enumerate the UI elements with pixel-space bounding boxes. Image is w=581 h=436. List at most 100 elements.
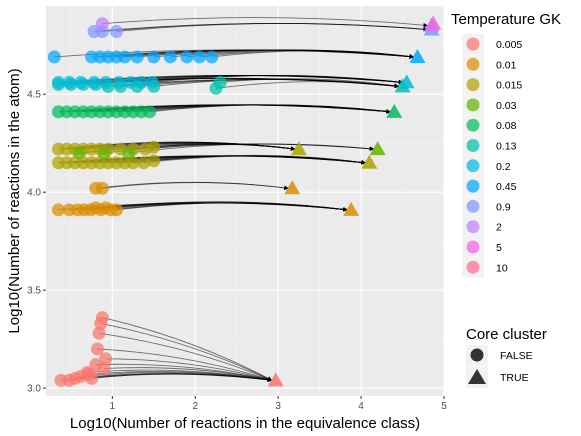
core-triangle bbox=[386, 103, 403, 118]
legend-swatch bbox=[466, 240, 480, 254]
legend-shape-triangle bbox=[468, 369, 486, 384]
core-triangle bbox=[361, 154, 378, 169]
x-tick-label: 4 bbox=[358, 401, 364, 412]
legend-label: TRUE bbox=[500, 372, 529, 384]
legend-swatch bbox=[466, 78, 480, 92]
data-point bbox=[72, 146, 86, 160]
data-point bbox=[112, 75, 126, 89]
x-tick-label: 1 bbox=[110, 401, 116, 412]
legend-label: FALSE bbox=[500, 350, 533, 362]
core-triangle bbox=[267, 372, 284, 387]
data-point bbox=[147, 154, 161, 168]
transition-arrow bbox=[104, 367, 273, 382]
legend-swatch bbox=[466, 98, 480, 112]
data-point bbox=[130, 50, 144, 64]
data-point bbox=[87, 75, 101, 89]
transition-arrow bbox=[149, 104, 391, 114]
transition-arrow bbox=[102, 317, 273, 381]
data-point bbox=[82, 367, 96, 381]
x-tick-label: 2 bbox=[192, 401, 198, 412]
transition-arrow bbox=[116, 202, 348, 212]
data-point bbox=[134, 75, 148, 89]
data-point bbox=[97, 362, 111, 376]
legend-label: 0.2 bbox=[496, 161, 511, 173]
data-point bbox=[92, 326, 106, 340]
core-triangle bbox=[409, 48, 426, 63]
data-point bbox=[145, 75, 159, 89]
core-triangle bbox=[343, 201, 360, 216]
data-point bbox=[109, 24, 123, 38]
data-point bbox=[143, 105, 157, 119]
data-point bbox=[74, 75, 88, 89]
data-point bbox=[62, 75, 76, 89]
transition-arrow bbox=[97, 348, 273, 382]
legend-swatch bbox=[466, 118, 480, 132]
legend-swatch bbox=[466, 220, 480, 234]
legend-label: 0.9 bbox=[496, 201, 511, 213]
transition-arrow bbox=[102, 17, 429, 28]
data-point bbox=[205, 50, 219, 64]
legend-label: 0.08 bbox=[496, 120, 517, 132]
core-triangles bbox=[267, 15, 442, 387]
legend-label: 0.13 bbox=[496, 141, 517, 153]
x-axis-ticks: 1 2 3 4 5 bbox=[110, 396, 447, 412]
legend-swatch bbox=[466, 37, 480, 51]
core-triangle bbox=[369, 141, 386, 156]
x-tick-label: 5 bbox=[441, 401, 447, 412]
transition-arrow bbox=[102, 182, 289, 190]
transition-arrow bbox=[99, 332, 273, 381]
data-point bbox=[95, 311, 109, 325]
legend-label: 0.005 bbox=[496, 39, 522, 51]
legend-swatch bbox=[466, 139, 480, 152]
legend-shape-circle bbox=[470, 348, 484, 362]
data-point bbox=[147, 140, 161, 154]
data-point bbox=[109, 203, 123, 217]
plot-panel bbox=[46, 6, 444, 396]
transition-arrow bbox=[91, 373, 273, 383]
data-point bbox=[180, 50, 194, 64]
transition-arrow bbox=[116, 23, 429, 32]
transition-arrow bbox=[89, 370, 273, 382]
grid-major bbox=[46, 6, 445, 396]
data-point bbox=[51, 203, 65, 217]
transition-arrow bbox=[153, 154, 366, 165]
legend-label: 2 bbox=[496, 222, 502, 234]
data-point bbox=[97, 146, 111, 160]
y-tick-label: 4.0 bbox=[27, 188, 41, 199]
data-point bbox=[124, 75, 138, 89]
legend-swatch bbox=[466, 260, 480, 274]
data-point bbox=[99, 352, 113, 366]
transition-arrow bbox=[105, 358, 273, 382]
legend-label: 0.01 bbox=[496, 59, 517, 71]
shape-legend-title: Core cluster bbox=[466, 326, 547, 343]
transition-arrow bbox=[220, 78, 399, 88]
legend-label: 0.03 bbox=[496, 100, 517, 112]
y-tick-label: 4.5 bbox=[27, 90, 41, 101]
x-tick-label: 3 bbox=[275, 401, 281, 412]
data-point bbox=[192, 50, 206, 64]
color-legend-title: Temperature GK bbox=[451, 11, 561, 28]
y-axis-title: Log10(Number of reactions in the atom) bbox=[6, 68, 23, 333]
legend-swatch bbox=[466, 57, 480, 71]
transition-arrow bbox=[128, 143, 375, 154]
legend-label: 0.015 bbox=[496, 80, 522, 92]
core-triangle bbox=[425, 15, 442, 30]
data-point bbox=[126, 156, 140, 170]
data-point bbox=[163, 50, 177, 64]
core-triangle bbox=[398, 74, 415, 89]
data-point bbox=[90, 342, 104, 356]
points bbox=[47, 17, 227, 387]
y-tick-label: 3.5 bbox=[27, 286, 41, 297]
transition-arrow bbox=[100, 323, 273, 381]
data-point bbox=[137, 156, 151, 170]
data-point bbox=[147, 50, 161, 64]
legend-swatch bbox=[466, 159, 480, 173]
legend-swatch bbox=[466, 179, 480, 193]
data-point bbox=[118, 50, 132, 64]
data-point bbox=[122, 146, 136, 160]
data-point bbox=[99, 75, 113, 89]
color-legend: Temperature GK 0.005 0.01 0.015 0.03 0.08 0.1… bbox=[451, 11, 561, 278]
legend-label: 10 bbox=[496, 262, 508, 274]
legend-swatch bbox=[466, 199, 480, 213]
